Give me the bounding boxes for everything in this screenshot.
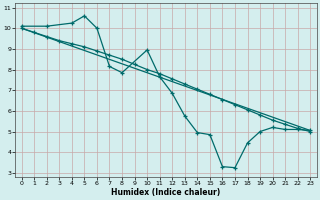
X-axis label: Humidex (Indice chaleur): Humidex (Indice chaleur) xyxy=(111,188,220,197)
